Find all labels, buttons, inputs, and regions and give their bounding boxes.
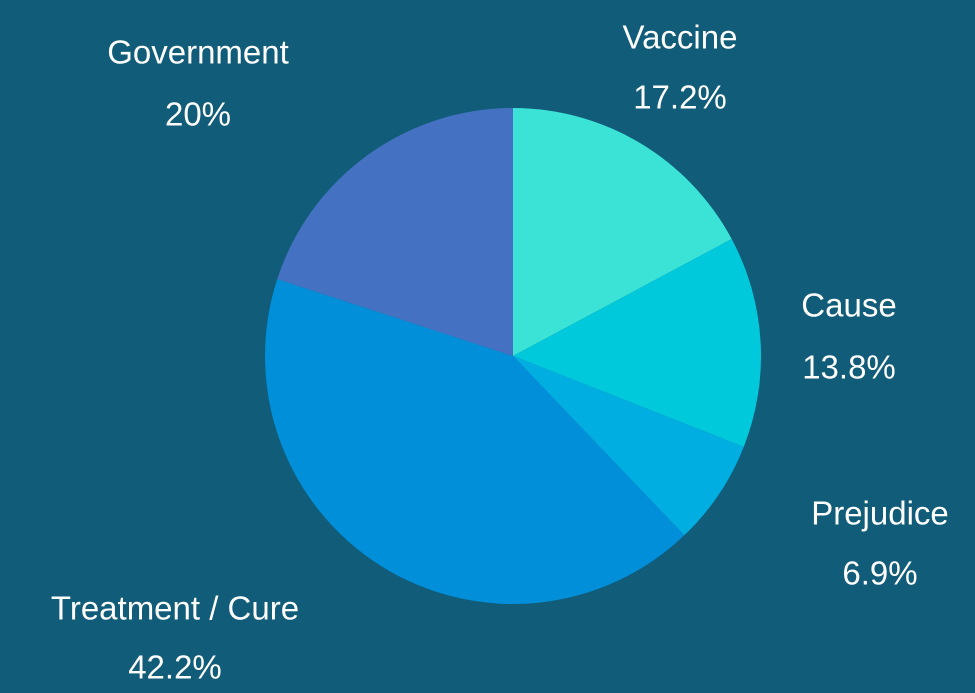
slice-label: Vaccine (623, 19, 738, 56)
slice-label: Government (107, 34, 289, 71)
pie-slice (513, 108, 732, 356)
slice-label: Treatment / Cure (51, 590, 299, 627)
pie-slice (513, 239, 761, 447)
pie-slice (264, 279, 685, 604)
slice-label: Prejudice (811, 495, 949, 532)
pie-slice (277, 107, 513, 357)
slice-value-label: 6.9% (842, 555, 917, 592)
slice-label: Cause (801, 287, 896, 324)
slice-value-label: 13.8% (802, 349, 896, 386)
slice-value-label: 20% (165, 96, 231, 133)
slice-value-label: 17.2% (633, 79, 727, 116)
slice-value-label: 42.2% (128, 649, 222, 686)
pie-slice (513, 356, 744, 536)
